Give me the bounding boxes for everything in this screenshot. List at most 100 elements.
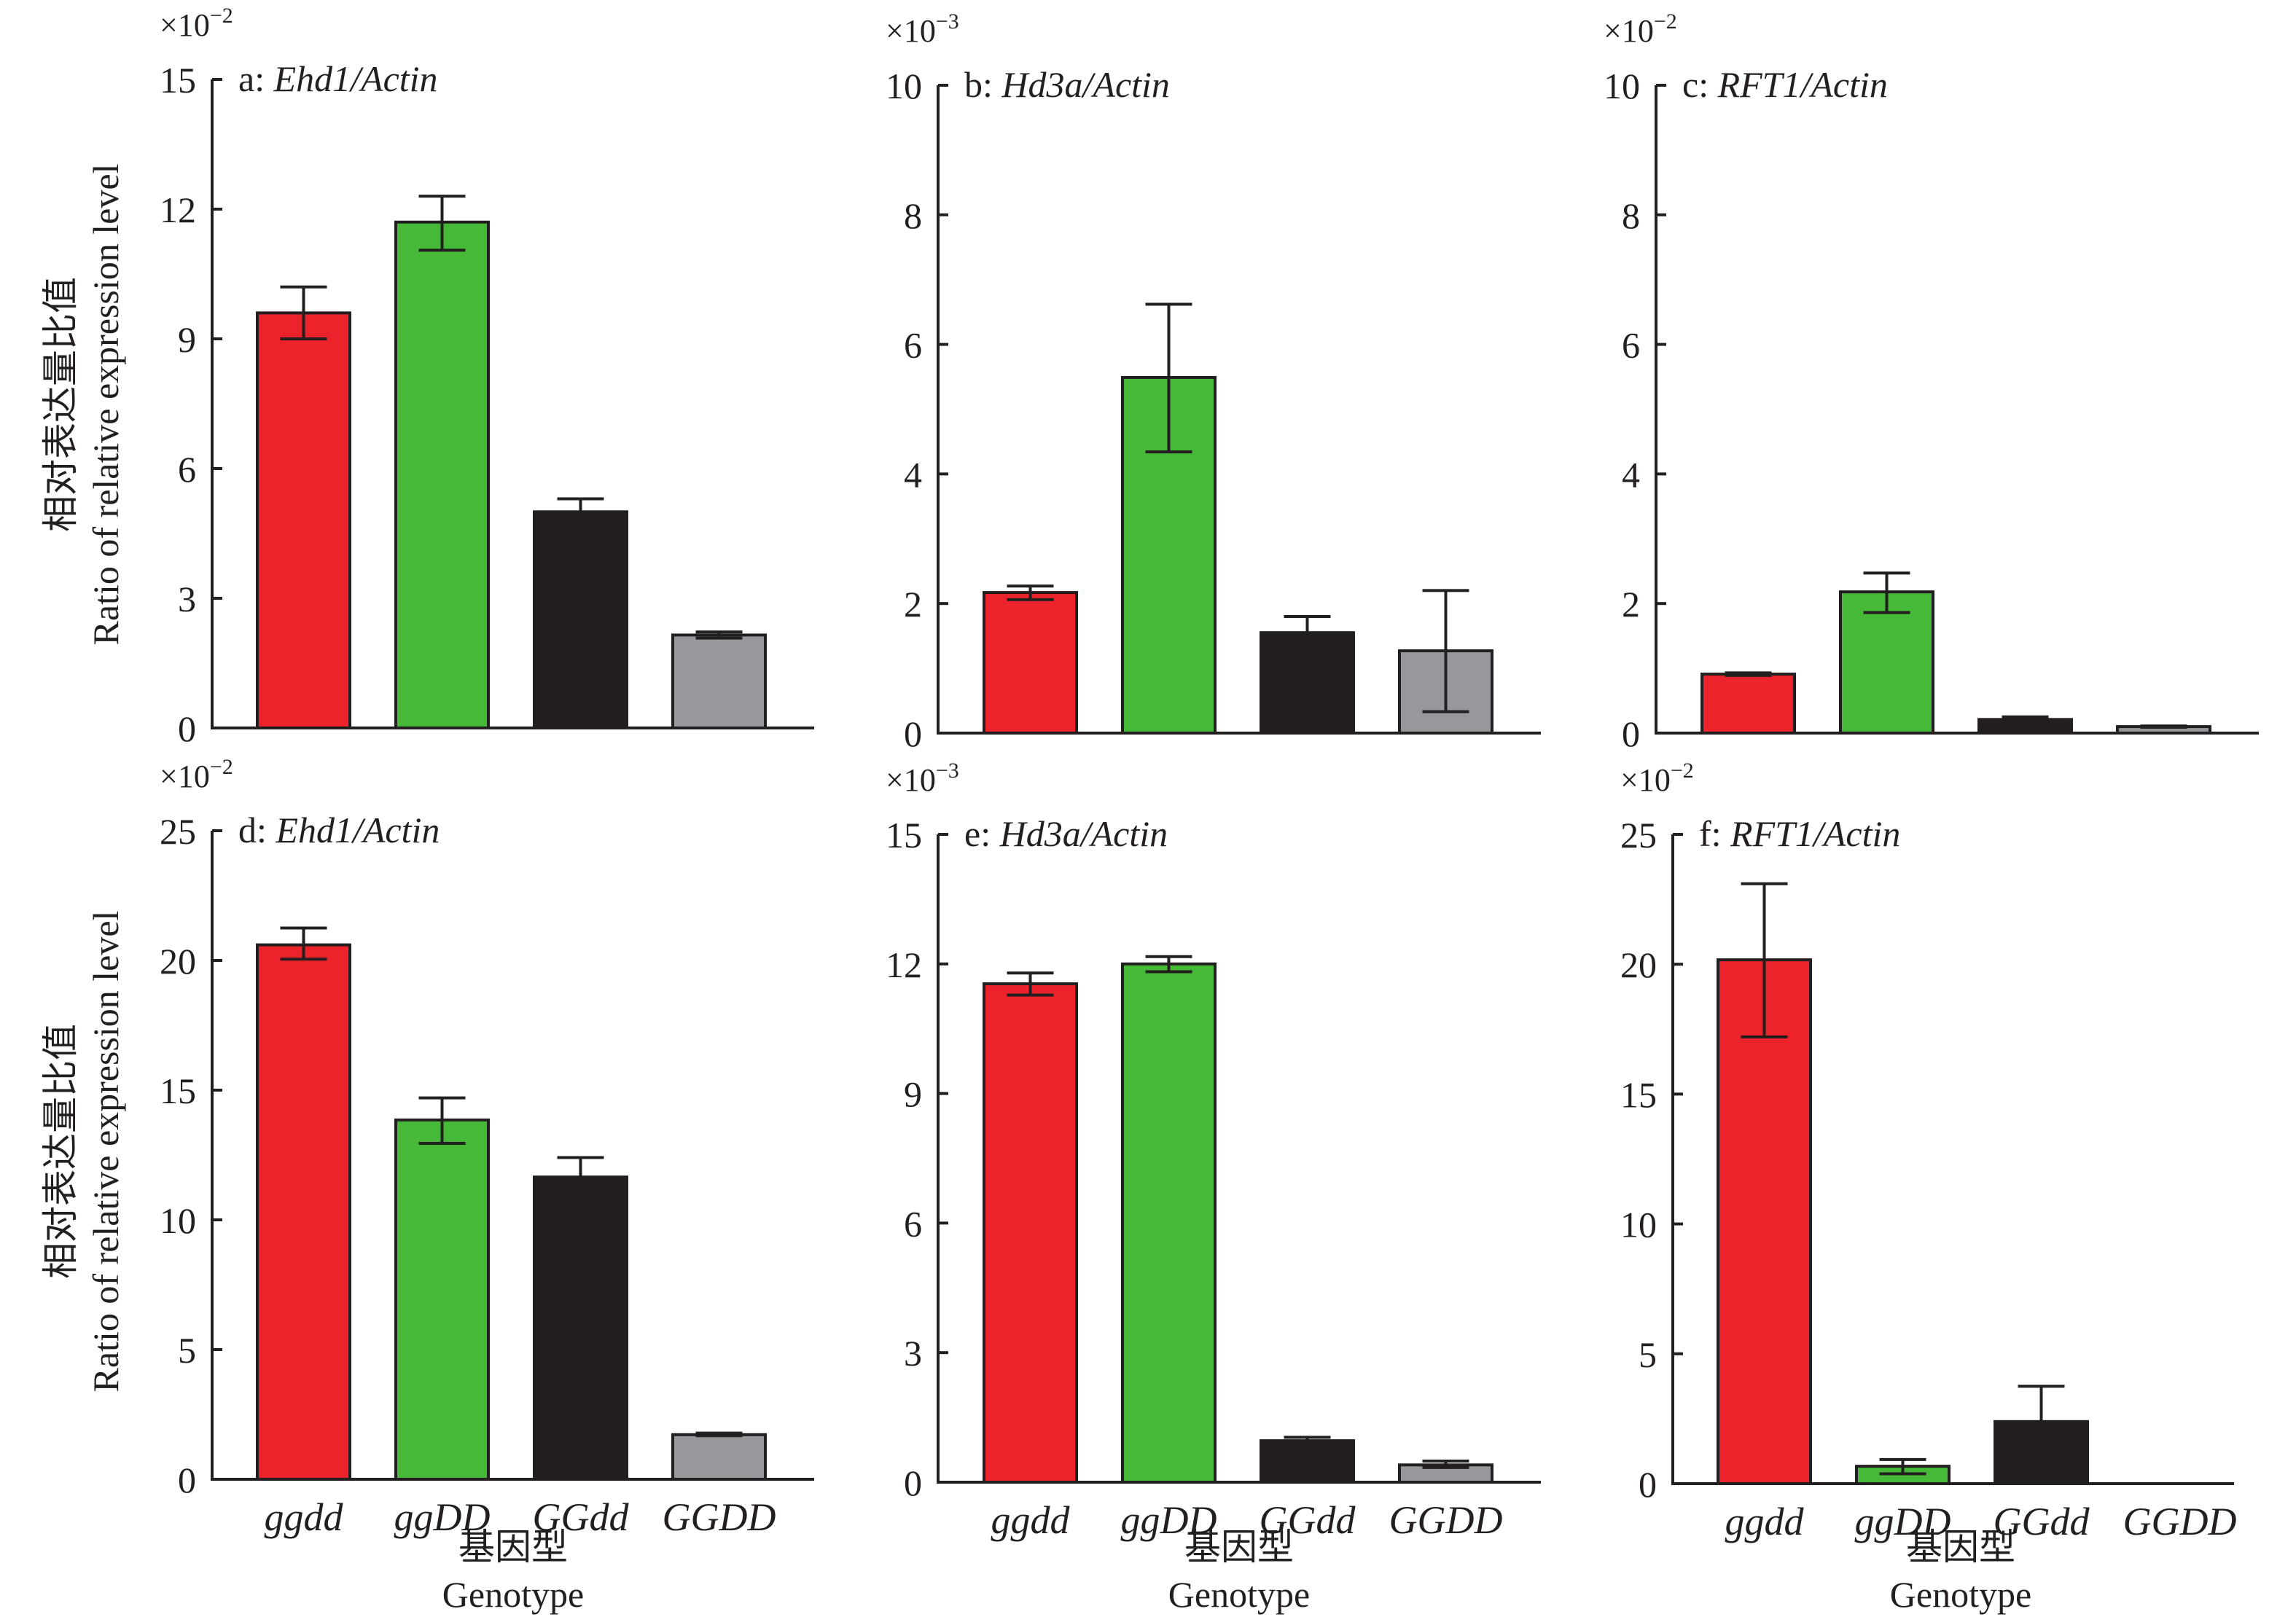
y-tick-label: 15 — [160, 60, 196, 101]
scale-base: ×10 — [160, 7, 210, 43]
x-tick-label: ggdd — [1725, 1500, 1805, 1543]
xlabel-en: Genotype — [1890, 1574, 2031, 1615]
scale-factor-label: ×10−2 — [1620, 759, 1694, 798]
y-tick-label: 0 — [904, 713, 922, 754]
xlabel-cn: 基因型 — [1906, 1527, 2015, 1567]
bar-ggdd — [983, 982, 1078, 1484]
scale-base: ×10 — [1604, 13, 1654, 49]
y-tick-label: 12 — [886, 944, 922, 985]
y-tick-label: 9 — [904, 1074, 922, 1115]
scale-factor-label: ×10−2 — [160, 4, 233, 43]
bar-GGdd — [533, 1175, 628, 1481]
ylabel-row-top: 相对表达量比值 Ratio of relative expression lev… — [40, 164, 126, 646]
scale-exponent: −2 — [1671, 759, 1694, 783]
panel-letter: a: — [238, 58, 274, 99]
y-tick-label: 15 — [886, 815, 922, 856]
scale-base: ×10 — [886, 13, 936, 49]
ylabel-row-bottom: 相对表达量比值 Ratio of relative expression lev… — [40, 911, 126, 1393]
xlabel-en: Genotype — [442, 1574, 584, 1615]
bar-ggDD — [1839, 590, 1934, 735]
ylabel-en: Ratio of relative expression level — [85, 164, 126, 646]
scale-base: ×10 — [160, 759, 210, 794]
panel-gene: RFT1/Actin — [1730, 813, 1900, 854]
panel-title: e: Hd3a/Actin — [964, 813, 1168, 854]
x-tick-label: GGDD — [663, 1495, 776, 1539]
xlabel-cn: 基因型 — [458, 1527, 568, 1567]
y-tick-label: 8 — [1622, 195, 1640, 236]
bar-ggdd — [256, 311, 351, 729]
scale-base: ×10 — [886, 762, 936, 798]
x-tick-label: GGDD — [2123, 1500, 2237, 1543]
y-tick-label: 6 — [904, 325, 922, 366]
y-tick-label: 4 — [1622, 454, 1640, 495]
panel-letter: b: — [964, 64, 1001, 105]
y-tick-label: 0 — [1622, 713, 1640, 754]
panel-gene: RFT1/Actin — [1717, 64, 1888, 105]
y-tick-label: 6 — [904, 1203, 922, 1244]
bar-ggdd — [1717, 958, 1812, 1486]
bar-ggdd — [1700, 673, 1796, 735]
scale-factor-label: ×10−2 — [160, 755, 233, 794]
x-tick-label: GGdd — [533, 1495, 630, 1539]
y-tick-label: 9 — [178, 319, 196, 360]
y-tick-label: 5 — [1639, 1334, 1657, 1375]
scale-exponent: −3 — [936, 759, 959, 783]
x-tick-label: GGdd — [1994, 1500, 2090, 1543]
panel-letter: f: — [1699, 813, 1730, 854]
ylabel-cn: 相对表达量比值 — [40, 1024, 81, 1279]
bar-GGDD — [671, 633, 767, 730]
bar-GGdd — [1260, 631, 1355, 735]
scale-factor-label: ×10−3 — [886, 9, 959, 49]
x-tick-label: ggdd — [265, 1495, 344, 1539]
panel-letter: e: — [964, 813, 1000, 854]
y-tick-label: 0 — [178, 708, 196, 749]
scale-exponent: −3 — [936, 9, 959, 34]
y-tick-label: 6 — [178, 449, 196, 490]
panel-gene: Hd3a/Actin — [1001, 64, 1170, 105]
bar-GGdd — [1994, 1420, 2089, 1486]
panel-gene: Ehd1/Actin — [275, 810, 440, 850]
y-tick-label: 20 — [1620, 944, 1657, 985]
xlabel-cn: 基因型 — [1184, 1527, 1294, 1567]
bar-GGdd — [533, 510, 628, 729]
y-tick-label: 2 — [904, 584, 922, 625]
scale-base: ×10 — [1620, 762, 1671, 798]
panel-title: c: RFT1/Actin — [1682, 64, 1888, 105]
bar-GGdd — [1977, 718, 2073, 735]
xlabel-col-1: 基因型 Genotype — [442, 1527, 584, 1615]
xlabel-col-3: 基因型 Genotype — [1890, 1527, 2031, 1615]
x-tick-label: ggDD — [1855, 1500, 1951, 1543]
y-tick-label: 10 — [1620, 1205, 1657, 1245]
y-tick-label: 0 — [178, 1460, 196, 1500]
y-tick-label: 15 — [160, 1070, 196, 1111]
panel-title: a: Ehd1/Actin — [238, 58, 438, 99]
y-tick-label: 10 — [886, 66, 922, 106]
y-tick-label: 6 — [1622, 325, 1640, 366]
y-tick-label: 0 — [1639, 1464, 1657, 1505]
panel-gene: Ehd1/Actin — [273, 58, 438, 99]
x-tick-label: GGDD — [1389, 1498, 1503, 1542]
scale-exponent: −2 — [1654, 9, 1677, 34]
bar-ggdd — [983, 591, 1078, 735]
y-tick-label: 0 — [904, 1463, 922, 1503]
scale-factor-label: ×10−2 — [1604, 9, 1677, 49]
panel-title: f: RFT1/Actin — [1699, 813, 1900, 854]
x-tick-label: ggdd — [991, 1498, 1071, 1542]
panel-title: b: Hd3a/Actin — [964, 64, 1170, 105]
bar-GGDD — [671, 1433, 767, 1481]
y-tick-label: 5 — [178, 1330, 196, 1371]
scale-exponent: −2 — [210, 4, 233, 28]
bar-GGdd — [1260, 1439, 1355, 1484]
y-tick-label: 2 — [1622, 584, 1640, 625]
panel-letter: c: — [1682, 64, 1718, 105]
y-tick-label: 12 — [160, 189, 196, 230]
panel-title: d: Ehd1/Actin — [238, 810, 440, 850]
y-tick-label: 25 — [160, 811, 196, 852]
y-tick-label: 10 — [160, 1200, 196, 1241]
